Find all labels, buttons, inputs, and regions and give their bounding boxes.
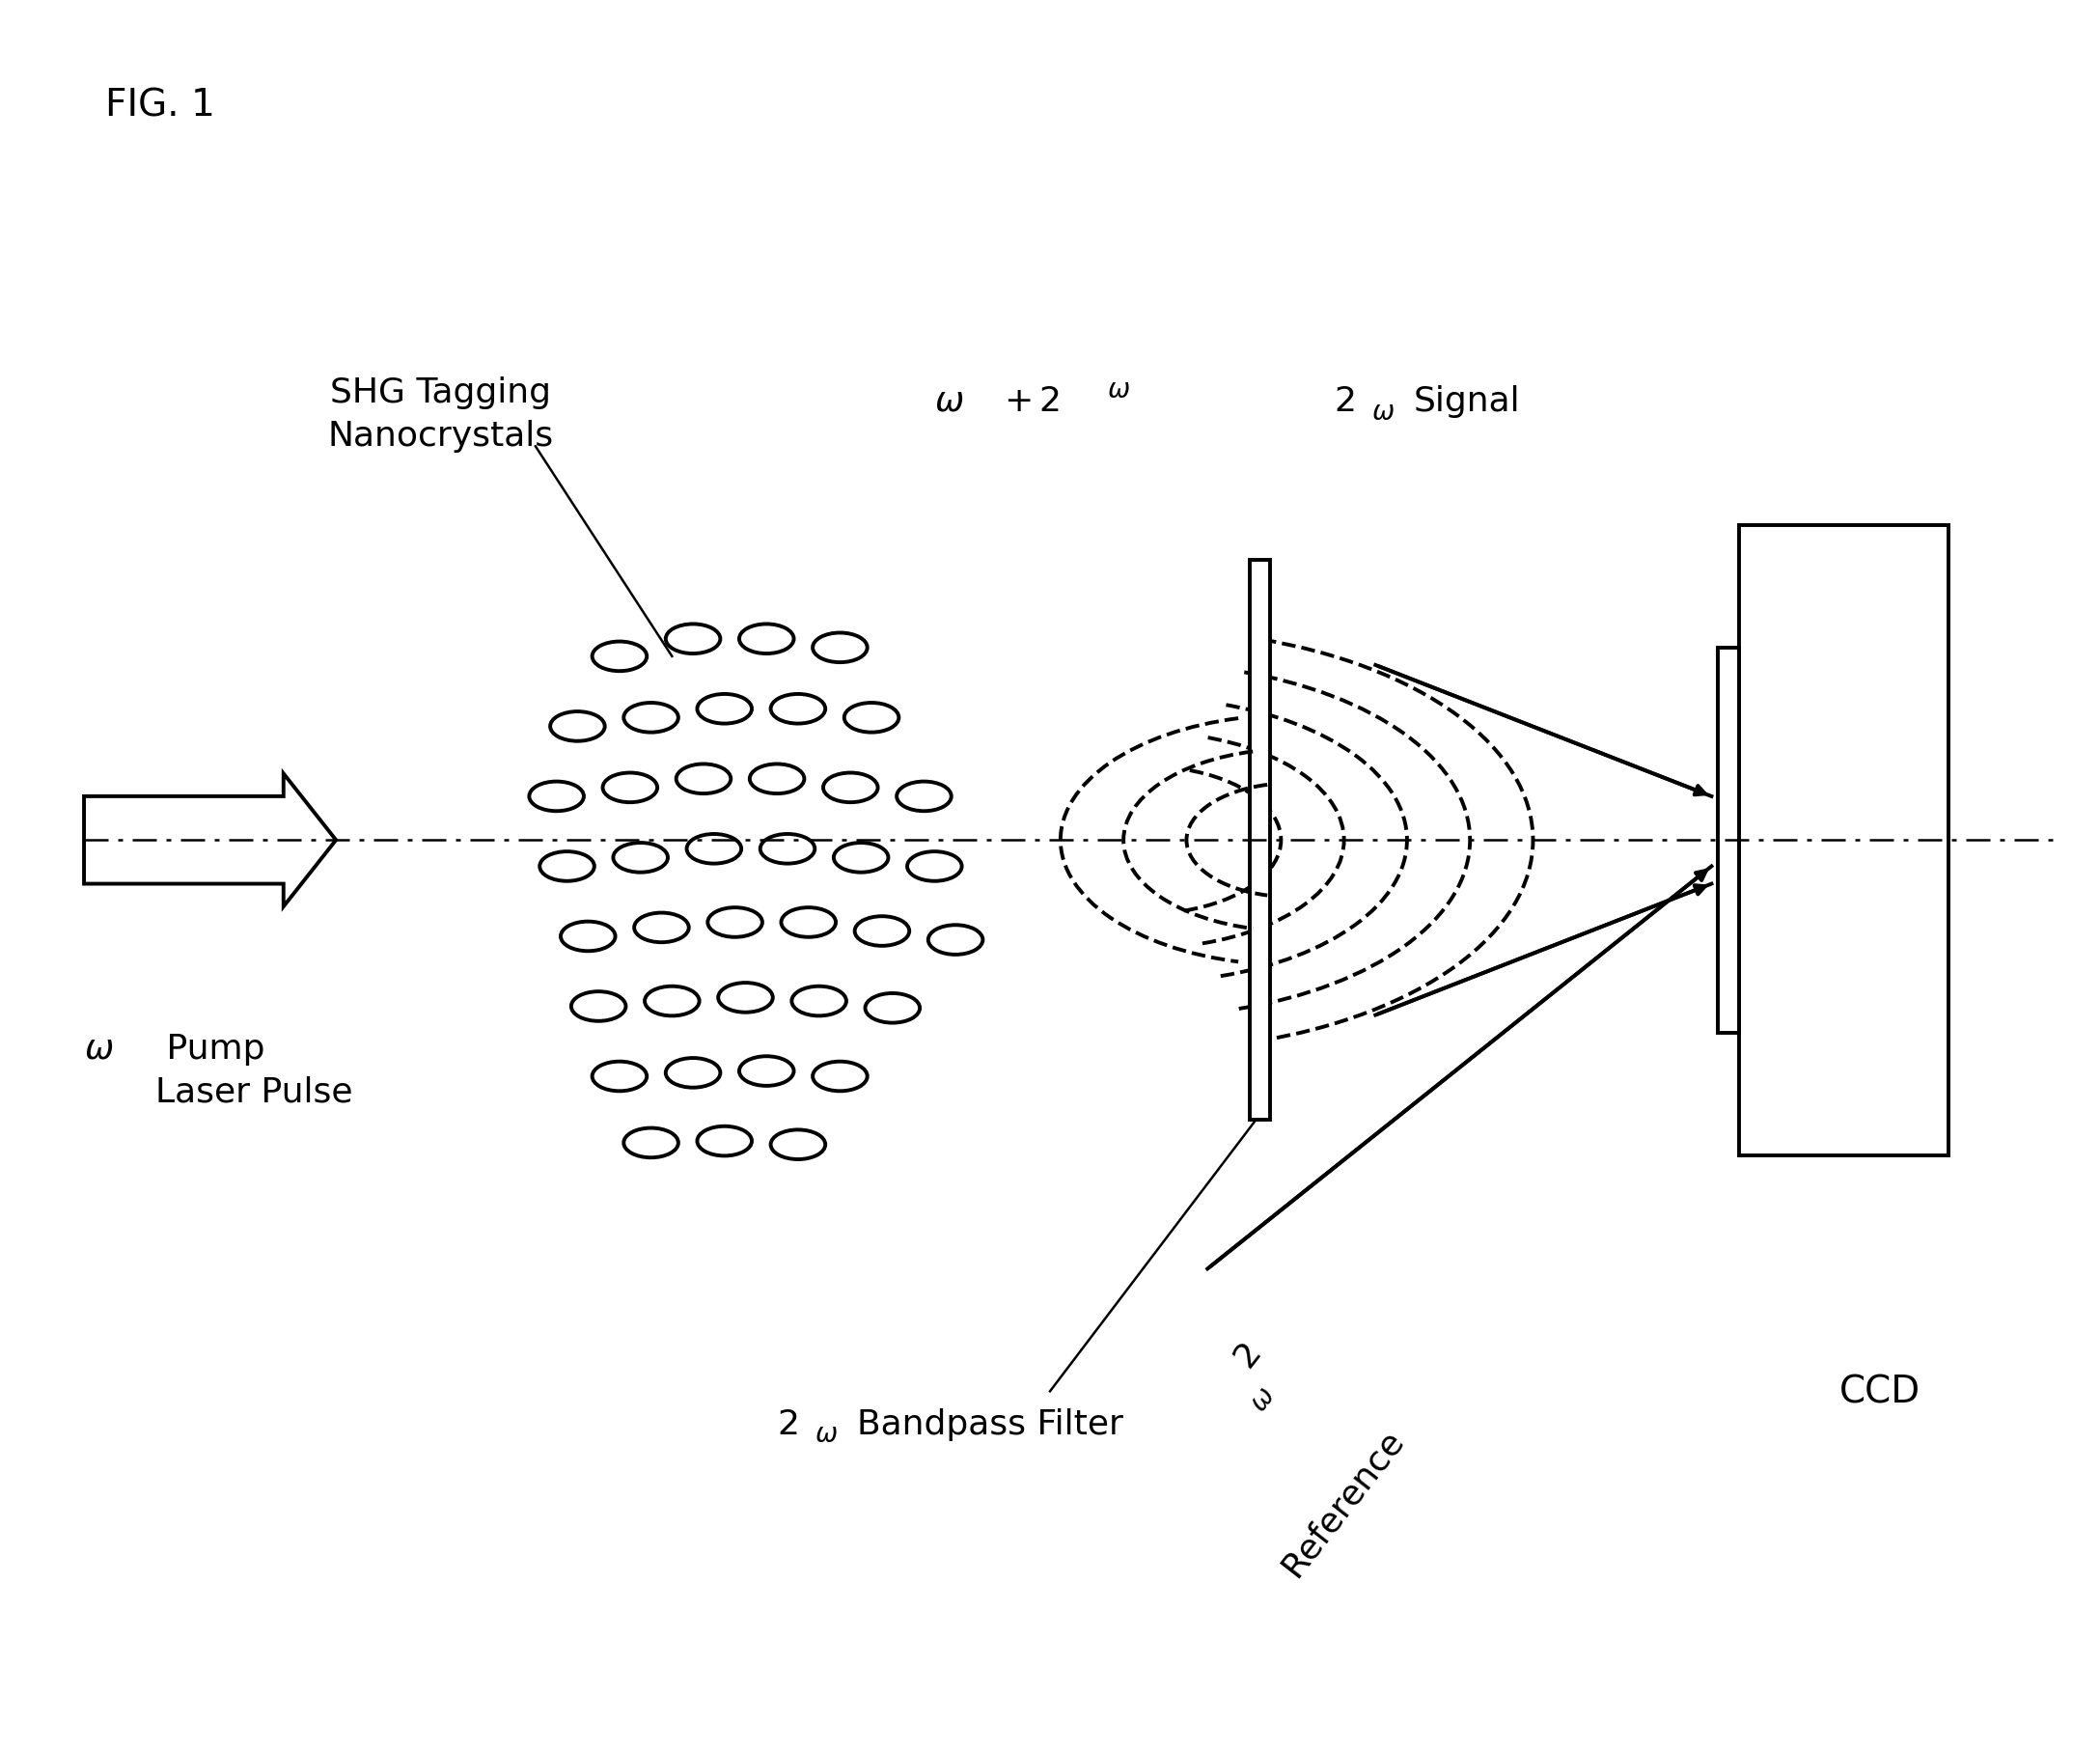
Text: Pump
Laser Pulse: Pump Laser Pulse bbox=[155, 1032, 353, 1108]
Text: $\omega$: $\omega$ bbox=[935, 385, 964, 418]
Text: $\omega$: $\omega$ bbox=[1245, 1382, 1281, 1418]
Text: $+\,2$: $+\,2$ bbox=[1004, 385, 1058, 418]
Text: CCD: CCD bbox=[1840, 1374, 1919, 1411]
Text: $\omega$: $\omega$ bbox=[1107, 376, 1130, 403]
Bar bbox=[1739, 525, 1949, 1155]
Bar bbox=[1718, 647, 1739, 1032]
Text: FIG. 1: FIG. 1 bbox=[105, 88, 214, 124]
Bar bbox=[1250, 560, 1270, 1120]
Text: Signal: Signal bbox=[1413, 385, 1520, 418]
Text: $\omega$: $\omega$ bbox=[815, 1421, 838, 1447]
Text: Bandpass Filter: Bandpass Filter bbox=[857, 1409, 1124, 1442]
Text: $2$: $2$ bbox=[1334, 385, 1354, 418]
Text: SHG Tagging
Nanocrystals: SHG Tagging Nanocrystals bbox=[328, 376, 554, 452]
Text: $2$: $2$ bbox=[1228, 1339, 1266, 1376]
Text: Reference: Reference bbox=[1270, 1426, 1411, 1592]
Text: $\omega$: $\omega$ bbox=[84, 1032, 113, 1066]
Polygon shape bbox=[84, 774, 336, 906]
Text: $2$: $2$ bbox=[777, 1409, 798, 1442]
Text: $\omega$: $\omega$ bbox=[1371, 399, 1394, 425]
